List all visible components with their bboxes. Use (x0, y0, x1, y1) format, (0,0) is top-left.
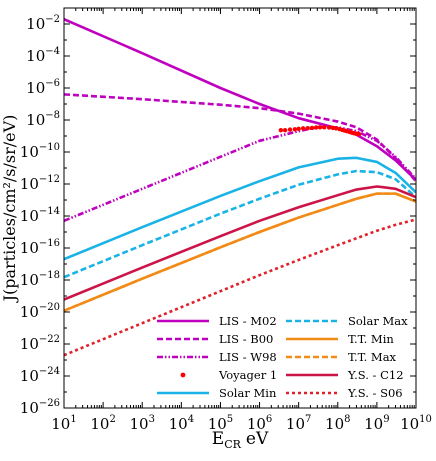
legend-label: T.T. Min (348, 332, 394, 346)
legend-item-y-s-c12: Y.S. - C12 (286, 368, 404, 382)
axis-ticks: 101 102 103 104 105 106 107 108 109 1010 10−2 10−4 1… (20, 8, 432, 433)
y-tick-label: 10−20 (20, 302, 60, 321)
x-axis-label-symbol: E (212, 429, 224, 449)
legend-item-lis-b00: LIS - B00 (157, 332, 273, 346)
legend-label: Y.S. - C12 (347, 368, 404, 382)
y-tick-label: 10−10 (20, 142, 60, 161)
legend-item-y-s-s06: Y.S. - S06 (286, 386, 403, 400)
x-tick-label: 107 (286, 414, 311, 433)
legend-item-lis-m02: LIS - M02 (157, 314, 277, 328)
x-axis-label: ECR eV (212, 429, 269, 451)
legend-swatch (180, 372, 186, 378)
voyager-data-point (322, 125, 327, 130)
legend-label: LIS - B00 (219, 332, 273, 346)
x-axis-label-subscript: CR (224, 438, 241, 451)
series-t-t-min-line (64, 192, 416, 312)
x-tick-label: 109 (364, 414, 389, 433)
legend-label: Y.S. - S06 (347, 386, 403, 400)
legend: LIS - M02 LIS - B00 LIS - W98 Voyager 1 Sola… (157, 314, 408, 400)
x-tick-label: 1010 (400, 414, 432, 433)
voyager-data-point (292, 127, 298, 132)
plot-frame (63, 7, 417, 409)
y-tick-label: 10−24 (20, 366, 60, 385)
series-layer (64, 17, 416, 357)
legend-label: LIS - M02 (219, 314, 277, 328)
voyager-data-point (333, 126, 339, 131)
legend-label: Solar Max (348, 314, 408, 328)
series-lis-b00-line (64, 93, 416, 183)
series-lis-m02-line (64, 17, 416, 181)
y-tick-label: 10−18 (20, 270, 60, 289)
voyager-data-point (326, 125, 332, 130)
legend-item-lis-w98: LIS - W98 (157, 350, 277, 364)
voyager-data-point (300, 126, 306, 131)
x-tick-label: 106 (247, 414, 272, 433)
y-tick-label: 10−16 (20, 238, 60, 257)
voyager-data-point (356, 131, 362, 137)
legend-item-voyager-1: Voyager 1 (180, 368, 277, 382)
series-solar-max-line (64, 169, 416, 279)
y-tick-label: 10−4 (26, 46, 60, 65)
x-tick-label: 101 (51, 414, 76, 433)
voyager-data-point (282, 128, 288, 133)
series-voyager-1 (278, 125, 362, 137)
legend-label: LIS - W98 (219, 350, 277, 364)
x-tick-label: 108 (325, 414, 350, 433)
y-tick-label: 10−14 (20, 206, 60, 225)
series-solar-min-line (64, 156, 416, 261)
y-tick-label: 10−8 (26, 110, 60, 129)
voyager-data-point (309, 125, 315, 131)
legend-label: T.T. Max (348, 350, 397, 364)
x-tick-label: 102 (90, 414, 115, 433)
y-tick-label: 10−12 (20, 174, 60, 193)
y-tick-label: 10−26 (20, 398, 60, 417)
x-tick-label: 105 (208, 414, 233, 433)
legend-item-t-t-min: T.T. Min (286, 332, 394, 346)
voyager-data-point (278, 128, 284, 133)
series-y-s-c12-line (64, 185, 416, 301)
x-tick-label: 104 (169, 414, 194, 433)
y-tick-label: 10−2 (26, 14, 60, 33)
voyager-data-point (287, 127, 293, 132)
legend-label: Solar Min (219, 386, 277, 400)
series-t-t-max-line (64, 192, 416, 312)
legend-label: Voyager 1 (218, 368, 277, 382)
voyager-data-point (296, 126, 301, 132)
series-y-s-s06-line (64, 218, 416, 357)
legend-item-solar-max: Solar Max (286, 314, 408, 328)
y-axis-label: J(particles/cm²/s/sr/eV) (0, 115, 19, 304)
legend-item-solar-min: Solar Min (157, 386, 277, 400)
y-tick-label: 10−22 (20, 334, 60, 353)
x-tick-label: 103 (129, 414, 154, 433)
y-tick-label: 10−6 (26, 78, 60, 97)
x-axis-label-unit: eV (246, 429, 269, 449)
voyager-data-point (313, 125, 319, 130)
voyager-data-point (317, 125, 323, 130)
legend-item-t-t-max: T.T. Max (286, 350, 397, 364)
voyager-data-point (305, 125, 310, 131)
